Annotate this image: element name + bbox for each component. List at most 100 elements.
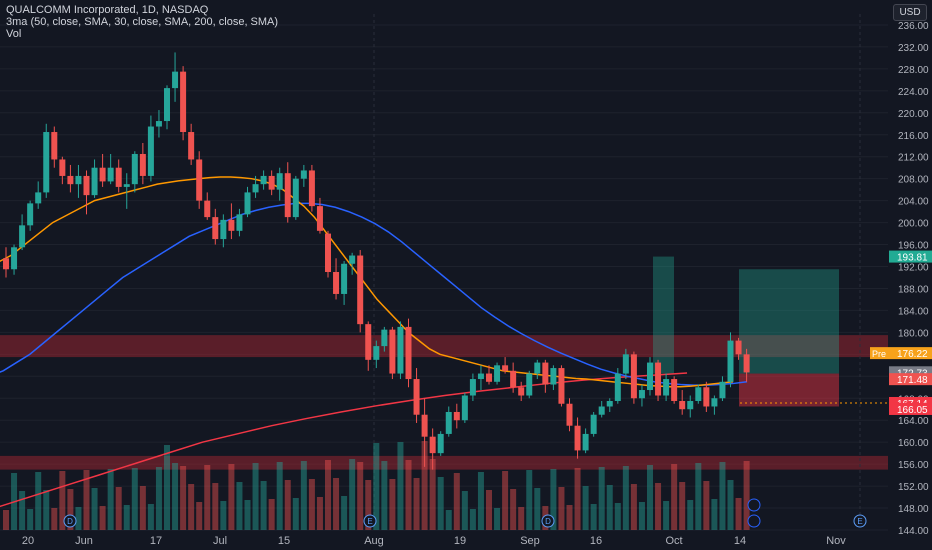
volume-bar: [638, 502, 645, 530]
volume-bar: [83, 470, 90, 530]
candle-body: [59, 159, 66, 176]
volume-bar: [236, 482, 243, 530]
volume-bar: [147, 504, 154, 530]
volume-bar: [188, 484, 195, 530]
candle-body: [260, 175, 267, 185]
time-axis[interactable]: 20 Jun 17 Jul 15 Aug 19 Sep 16 Oct 14 Nov: [22, 535, 846, 547]
candle-body: [598, 406, 605, 415]
candle-body: [655, 362, 662, 396]
candle-body: [244, 192, 251, 215]
volume-bar: [743, 461, 750, 530]
volume-bar: [196, 502, 203, 530]
chart-legend: QUALCOMM Incorporated, 1D, NASDAQ 3ma (5…: [6, 4, 278, 40]
candle-body: [743, 354, 750, 373]
candle-body: [284, 173, 291, 218]
candle-body: [574, 425, 581, 451]
volume-bar: [453, 473, 460, 530]
volume-bar: [558, 487, 565, 530]
candle-body: [107, 167, 114, 182]
volume-bar: [357, 462, 364, 530]
event-marker-label: D: [545, 517, 551, 526]
event-marker-icon: [853, 514, 867, 528]
price-tick-label: 184.00: [898, 306, 929, 317]
event-marker-label: E: [857, 517, 862, 526]
candle-body: [518, 387, 525, 396]
candle-body: [196, 159, 203, 201]
price-tick-label: 216.00: [898, 131, 929, 142]
volume-bar: [99, 506, 106, 530]
price-label-bg: [889, 347, 932, 360]
volume-bar: [550, 469, 557, 530]
volume-bar: [260, 481, 267, 530]
candle-body: [99, 167, 106, 182]
candle-body: [719, 381, 726, 399]
price-tick-label: 228.00: [898, 65, 929, 76]
candle-body: [373, 346, 380, 360]
volume-bar: [630, 484, 637, 530]
time-tick-label: 20: [22, 535, 34, 547]
event-marker-label: E: [367, 517, 372, 526]
price-tick-label: 156.00: [898, 460, 929, 471]
volume-bar: [582, 486, 589, 530]
candle-body: [727, 340, 734, 382]
candle-body: [3, 258, 9, 270]
volume-bar: [655, 483, 662, 530]
candle-body: [582, 433, 589, 451]
candle-body: [461, 395, 468, 421]
candle-body: [172, 71, 179, 89]
volume-bar: [534, 488, 541, 530]
volume-bar: [204, 465, 211, 530]
volume-bar: [35, 472, 42, 530]
candle-body: [550, 368, 557, 385]
candle-body: [67, 175, 74, 185]
candle-body: [220, 219, 227, 240]
long-position-target: [739, 269, 839, 374]
candle-body: [679, 401, 686, 410]
price-label-text: 171.48: [897, 375, 928, 386]
volume-bar: [300, 461, 307, 530]
symbol-title[interactable]: QUALCOMM Incorporated, 1D, NASDAQ: [6, 4, 209, 16]
volume-bars: [3, 441, 750, 530]
candle-body: [27, 203, 34, 226]
candle-body: [647, 362, 653, 391]
candle-body: [11, 247, 18, 270]
volume-bar: [164, 445, 170, 530]
candle-body: [276, 173, 283, 190]
candle-body: [526, 373, 533, 396]
candle-body: [614, 373, 621, 401]
candle-body: [469, 379, 476, 396]
price-tick-label: 148.00: [898, 504, 929, 515]
volume-bar: [389, 479, 396, 530]
candle-body: [325, 233, 331, 272]
price-zone: [0, 455, 888, 470]
volume-bar: [292, 498, 299, 530]
candle-body: [75, 175, 82, 185]
price-label-bg: [889, 373, 932, 386]
price-axis[interactable]: 144.00148.00152.00156.00160.00164.00168.…: [888, 0, 932, 550]
volume-bar: [3, 510, 9, 530]
indicator-label[interactable]: 3ma (50, close, SMA, 30, close, SMA, 200…: [6, 16, 279, 28]
candle-body: [316, 206, 323, 231]
volume-bar: [381, 461, 388, 530]
price-label-text: 193.81: [897, 253, 928, 264]
candle-body: [35, 192, 42, 204]
volume-bar: [139, 486, 146, 530]
volume-bar: [711, 499, 718, 530]
volume-bar: [566, 505, 573, 530]
candle-body: [397, 326, 404, 374]
volume-bar: [180, 466, 187, 530]
volume-bar: [477, 472, 484, 530]
volume-bar: [333, 478, 340, 530]
candle-body: [91, 167, 98, 196]
volume-bar: [107, 469, 114, 530]
volume-label[interactable]: Vol: [6, 28, 22, 40]
candle-body: [164, 88, 170, 122]
candle-body: [703, 387, 710, 407]
volume-bar: [397, 442, 404, 530]
volume-bar: [308, 479, 315, 530]
currency-button[interactable]: USD: [893, 4, 927, 21]
resistance-support-zones: [0, 335, 888, 470]
